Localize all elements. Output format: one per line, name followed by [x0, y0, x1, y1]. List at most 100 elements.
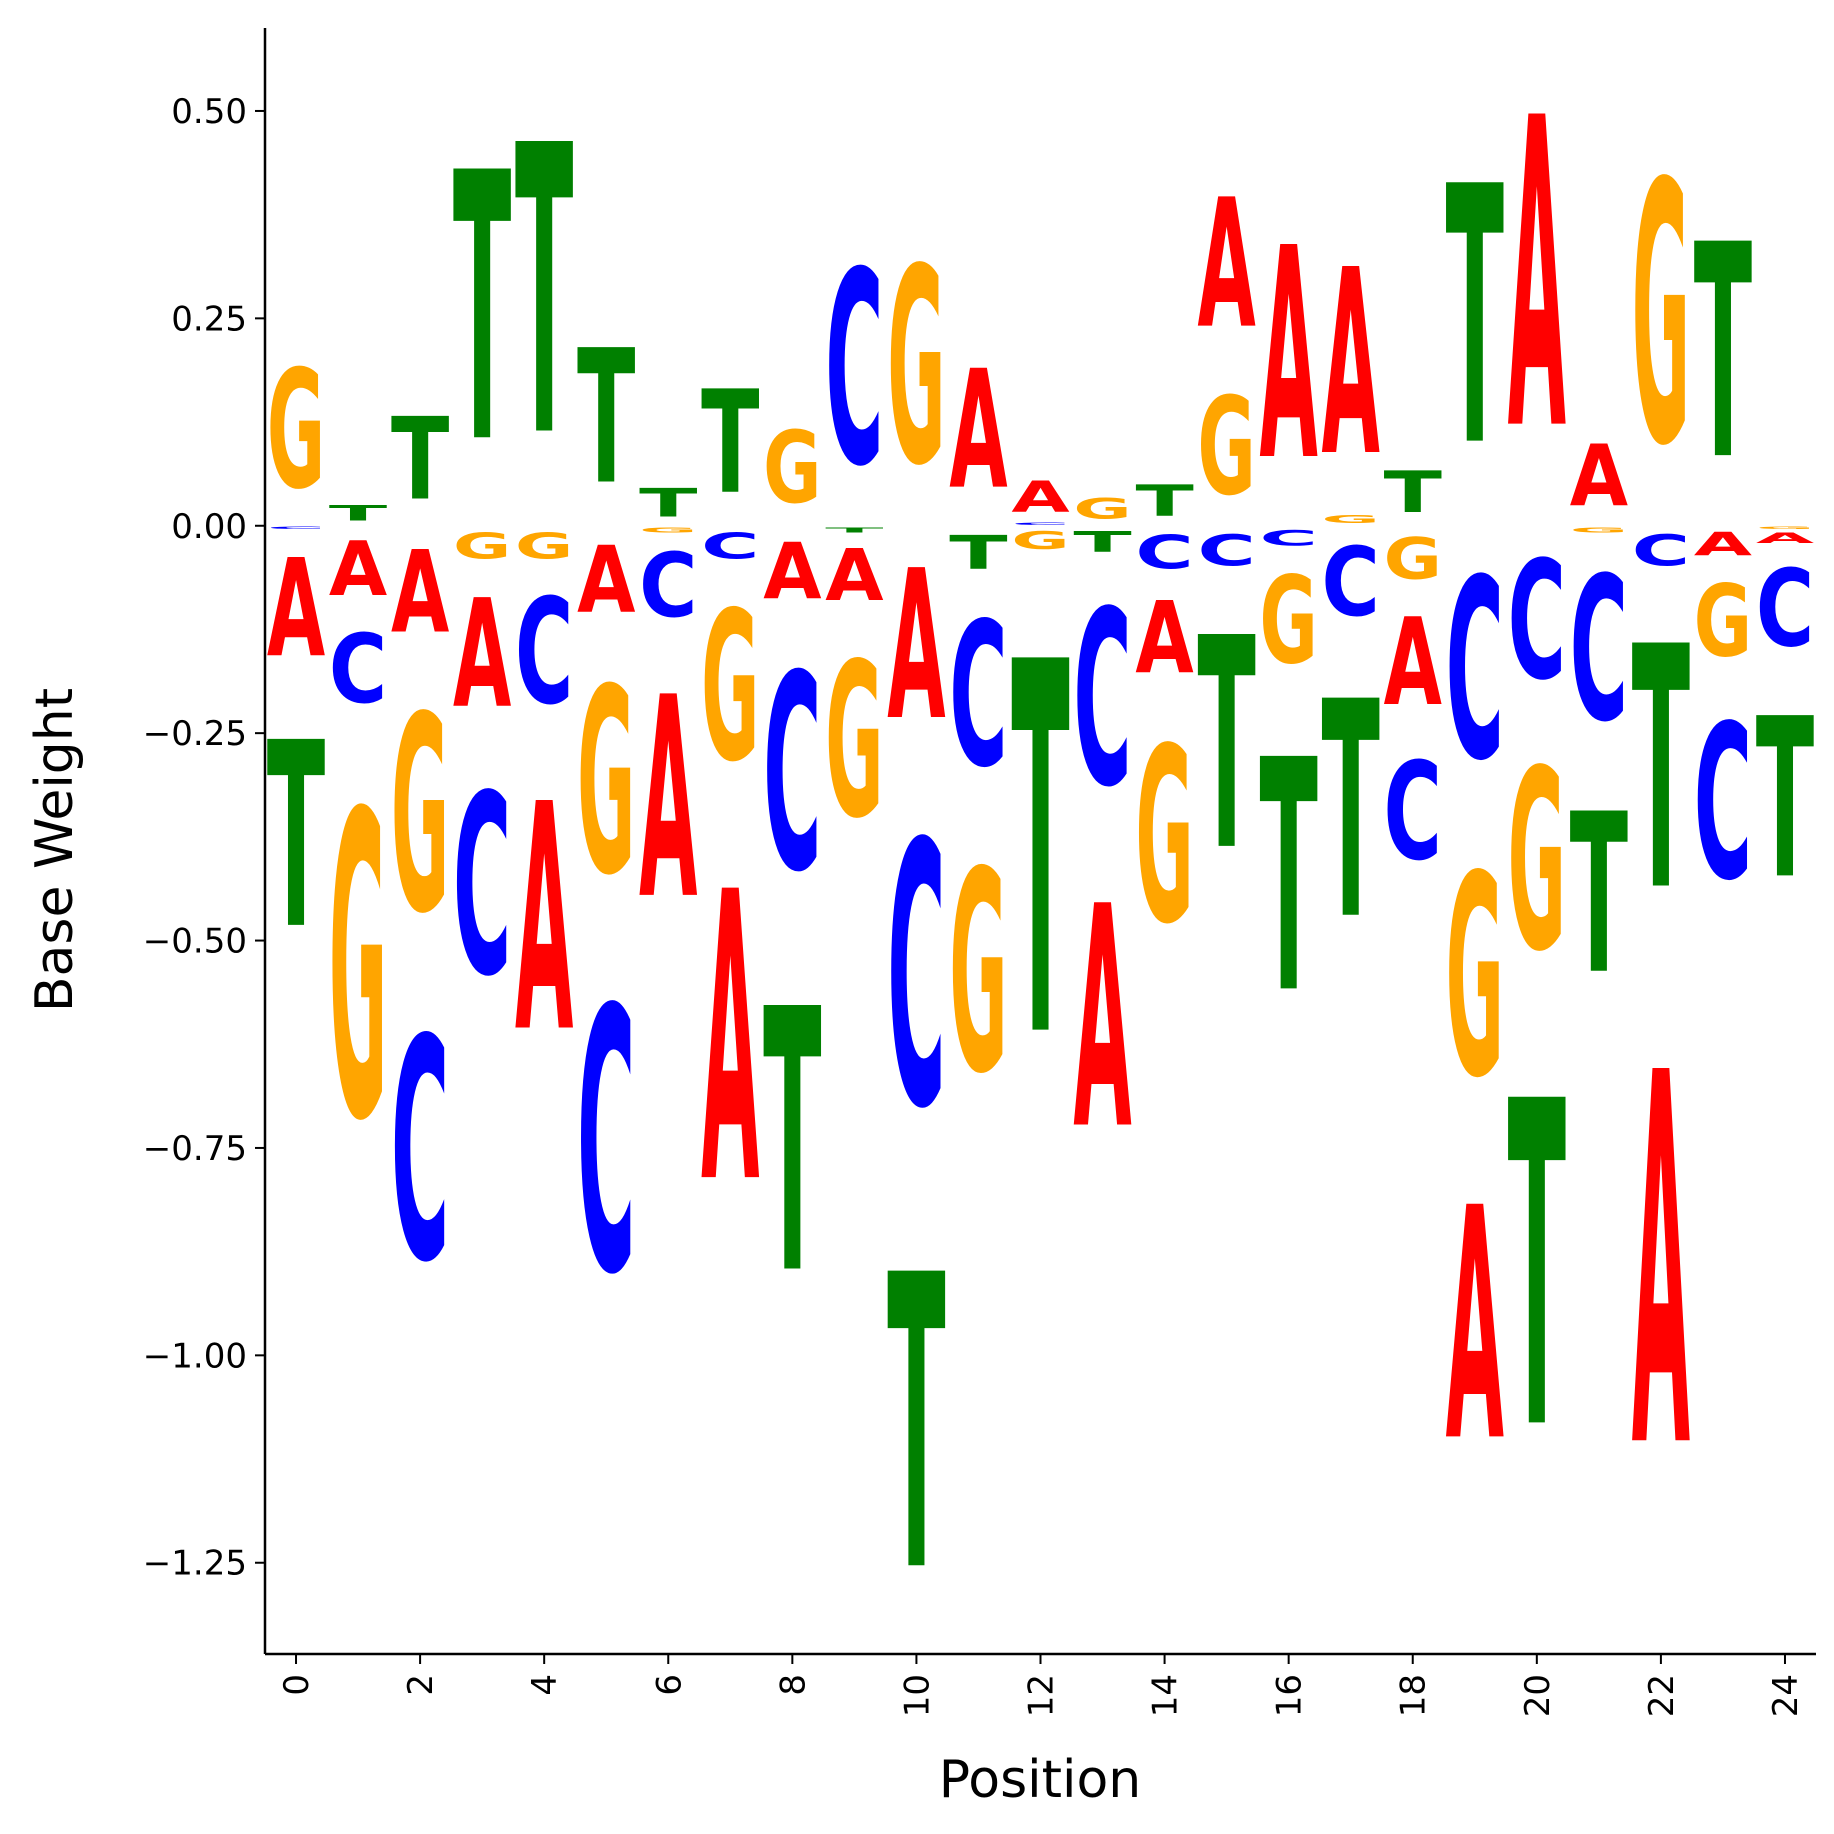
logo-letter-a: A [577, 526, 635, 633]
logo-letters: GCATTACGTAGCTGACTGCATAGCTGCATCGAGACTCTAG… [267, 30, 1814, 1661]
logo-letter-c: C [391, 974, 449, 1330]
x-tick-label: 8 [773, 1674, 813, 1696]
x-tick-label: 20 [1518, 1674, 1558, 1717]
logo-letter-t: T [1384, 461, 1443, 527]
logo-letter-g: G [1508, 719, 1566, 1007]
logo-letter-t: T [825, 526, 884, 534]
logo-letter-t: T [887, 1190, 946, 1660]
logo-letter-t: T [1570, 768, 1628, 1024]
chart-axes: 0.500.250.00−0.25−0.50−0.75−1.00−1.250 2 4… [143, 28, 1816, 1717]
logo-letter-t: T [329, 501, 388, 526]
x-tick-label: 14 [1146, 1674, 1186, 1717]
logo-letter-g: G [1260, 552, 1318, 692]
x-tick-label: 22 [1642, 1674, 1682, 1717]
logo-letter-g: G [825, 619, 883, 866]
logo-letter-g: G [267, 335, 325, 526]
logo-letter-t: T [701, 360, 759, 526]
logo-letter-g: G [1756, 526, 1814, 530]
y-tick-label: −0.25 [143, 714, 247, 754]
logo-letter-a: A [949, 335, 1007, 525]
y-tick-label: −1.00 [143, 1336, 247, 1376]
logo-letter-a: A [1446, 1140, 1504, 1512]
logo-letter-c: C [1384, 734, 1442, 891]
logo-letter-c: C [1135, 527, 1193, 580]
logo-letter-c: C [1011, 522, 1069, 526]
logo-letter-c: C [1073, 560, 1131, 841]
x-tick-label: 16 [1270, 1674, 1310, 1717]
logo-letter-t: T [1011, 557, 1070, 1151]
logo-letter-t: T [453, 97, 512, 525]
logo-letter-t: T [949, 526, 1008, 580]
logo-letter-a: A [391, 526, 450, 658]
logo-letter-t: T [1508, 1007, 1567, 1528]
logo-letter-c: C [1570, 535, 1628, 766]
x-axis-label: Position [939, 1750, 1141, 1810]
y-axis-label: Base Weight [25, 688, 85, 1012]
logo-letter-t: T [1197, 576, 1255, 915]
y-tick-label: −1.25 [143, 1544, 247, 1584]
logo-letter-a: A [1197, 163, 1255, 369]
logo-letter-c: C [267, 526, 325, 530]
logo-letter-c: C [453, 743, 511, 1031]
logo-letter-t: T [391, 393, 449, 525]
logo-letter-a: A [1508, 30, 1567, 526]
logo-letter-g: G [1135, 696, 1193, 977]
x-tick-label: 6 [649, 1674, 689, 1696]
logo-letter-g: G [453, 527, 511, 568]
logo-letter-a: A [267, 531, 325, 688]
y-tick-label: −0.50 [143, 922, 247, 962]
logo-letter-c: C [825, 217, 883, 526]
logo-letter-t: T [577, 311, 635, 525]
logo-letter-c: C [1322, 526, 1380, 638]
logo-letter-a: A [453, 567, 511, 741]
logo-letter-a: A [329, 525, 387, 612]
logo-letter-g: G [391, 660, 449, 973]
y-tick-label: 0.50 [171, 92, 247, 132]
logo-letter-t: T [267, 688, 325, 986]
x-tick-label: 24 [1766, 1674, 1806, 1717]
x-tick-label: 12 [1022, 1674, 1062, 1717]
logo-letter-a: A [701, 810, 760, 1271]
logo-letter-a: A [1011, 472, 1070, 521]
logo-letter-t: T [1260, 693, 1318, 1065]
logo-letter-a: A [1384, 593, 1442, 733]
logo-letter-g: G [1384, 526, 1442, 592]
logo-letter-a: A [515, 737, 573, 1101]
logo-letter-a: A [1694, 526, 1753, 564]
logo-letter-a: A [1570, 426, 1628, 526]
logo-letter-c: C [329, 613, 387, 725]
logo-letter-g: G [1446, 817, 1504, 1139]
logo-letter-c: C [1632, 527, 1690, 576]
logo-letter-a: A [1756, 530, 1814, 546]
logo-letter-g: G [329, 725, 387, 1213]
y-tick-label: −0.75 [143, 1129, 247, 1169]
logo-letter-t: T [1694, 184, 1752, 526]
logo-letter-c: C [1260, 526, 1318, 551]
logo-letter-g: G [701, 569, 759, 808]
logo-letter-t: T [1135, 476, 1193, 526]
logo-letter-g: G [1694, 565, 1752, 680]
logo-letter-a: A [1322, 216, 1380, 513]
logo-letter-g: G [763, 411, 821, 526]
logo-letter-a: A [639, 638, 697, 960]
logo-letter-c: C [1694, 680, 1752, 928]
logo-letter-t: T [1632, 577, 1690, 965]
logo-letter-g: G [515, 527, 573, 568]
x-tick-label: 0 [277, 1674, 317, 1696]
logo-letter-g: G [1632, 107, 1690, 525]
y-tick-label: 0.00 [171, 507, 247, 547]
logo-letter-g: G [577, 635, 635, 932]
logo-letter-g: G [1011, 526, 1069, 555]
logo-letter-a: A [763, 527, 821, 618]
logo-letter-g: G [639, 526, 697, 534]
logo-letter-c: C [577, 933, 635, 1354]
logo-letter-c: C [1756, 548, 1814, 671]
logo-letter-a: A [1260, 188, 1318, 526]
logo-letter-c: C [701, 526, 759, 567]
logo-letter-g: G [1570, 526, 1628, 534]
logo-letter-t: T [1322, 639, 1380, 986]
logo-letter-g: G [1197, 370, 1255, 526]
logo-letter-t: T [1756, 672, 1814, 928]
logo-letter-c: C [639, 534, 697, 637]
logo-letter-g: G [1073, 493, 1131, 526]
